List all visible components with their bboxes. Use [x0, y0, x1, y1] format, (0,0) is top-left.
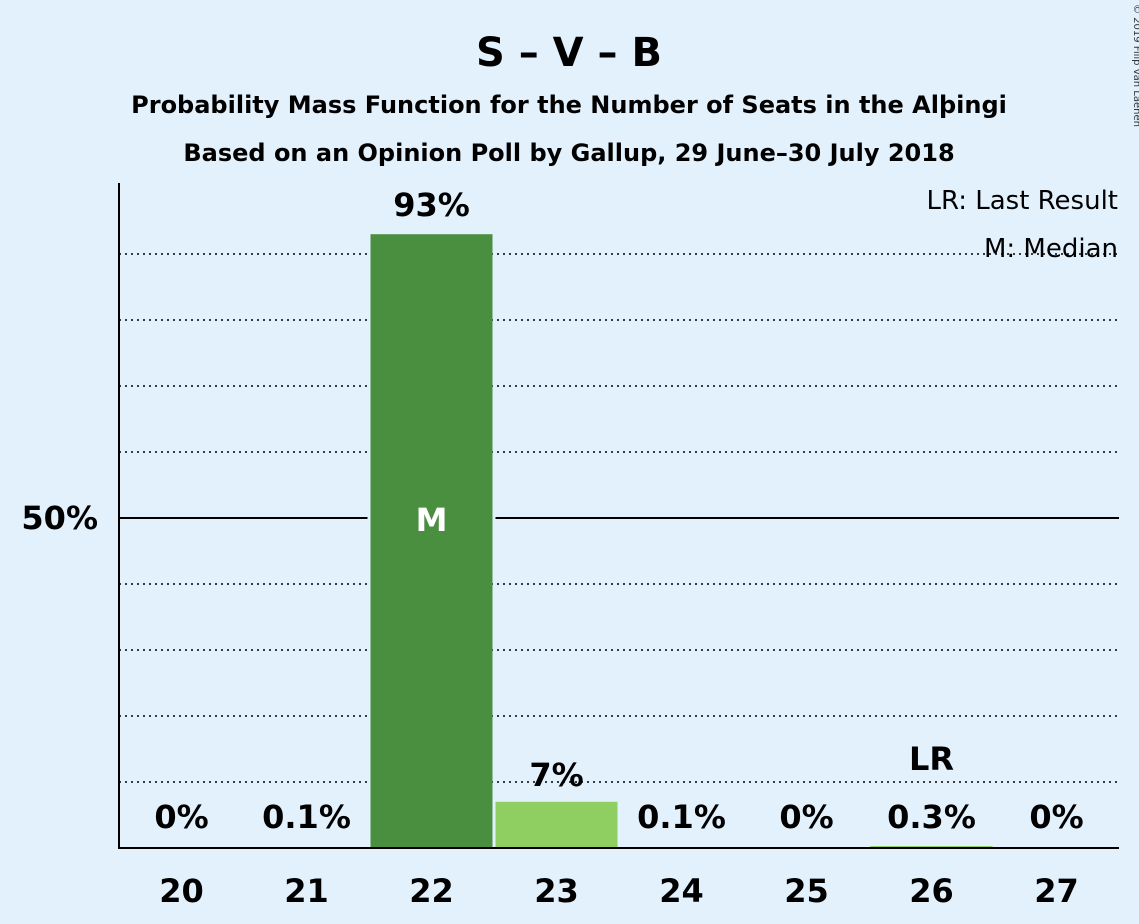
legend-median: M: Median [984, 234, 1118, 264]
x-tick-24: 24 [659, 872, 704, 910]
bar-23 [495, 801, 618, 848]
chart-title: S – V – B [476, 30, 662, 76]
bars [245, 234, 993, 848]
x-tick-27: 27 [1034, 872, 1079, 910]
median-marker: M [416, 501, 448, 539]
copyright-note: © 2019 Filip van Laenen [1131, 4, 1139, 127]
gridlines [119, 253, 1119, 783]
x-tick-labels: 20 21 22 23 24 25 26 27 [159, 872, 1079, 910]
bar-22 [370, 234, 493, 848]
value-label-26: 0.3% [887, 798, 976, 836]
chart-subtitle: Probability Mass Function for the Number… [131, 91, 1007, 119]
x-tick-26: 26 [909, 872, 954, 910]
x-tick-21: 21 [284, 872, 329, 910]
value-label-20: 0% [154, 798, 208, 836]
chart-subtitle-poll: Based on an Opinion Poll by Gallup, 29 J… [183, 139, 954, 167]
value-label-23: 7% [529, 756, 583, 794]
x-tick-23: 23 [534, 872, 579, 910]
legend-last-result: LR: Last Result [926, 186, 1118, 216]
y-tick-labels: 50% [21, 499, 98, 537]
y-tick-50: 50% [21, 499, 98, 537]
x-tick-22: 22 [409, 872, 454, 910]
x-tick-25: 25 [784, 872, 829, 910]
last-result-marker: LR [909, 740, 954, 778]
x-tick-20: 20 [159, 872, 204, 910]
value-labels: 0% 0.1% 93% 7% 0.1% 0% 0.3% 0% M LR [154, 186, 1083, 836]
value-label-22: 93% [393, 186, 470, 224]
value-label-27: 0% [1029, 798, 1083, 836]
value-label-25: 0% [779, 798, 833, 836]
value-label-21: 0.1% [262, 798, 351, 836]
value-label-24: 0.1% [637, 798, 726, 836]
